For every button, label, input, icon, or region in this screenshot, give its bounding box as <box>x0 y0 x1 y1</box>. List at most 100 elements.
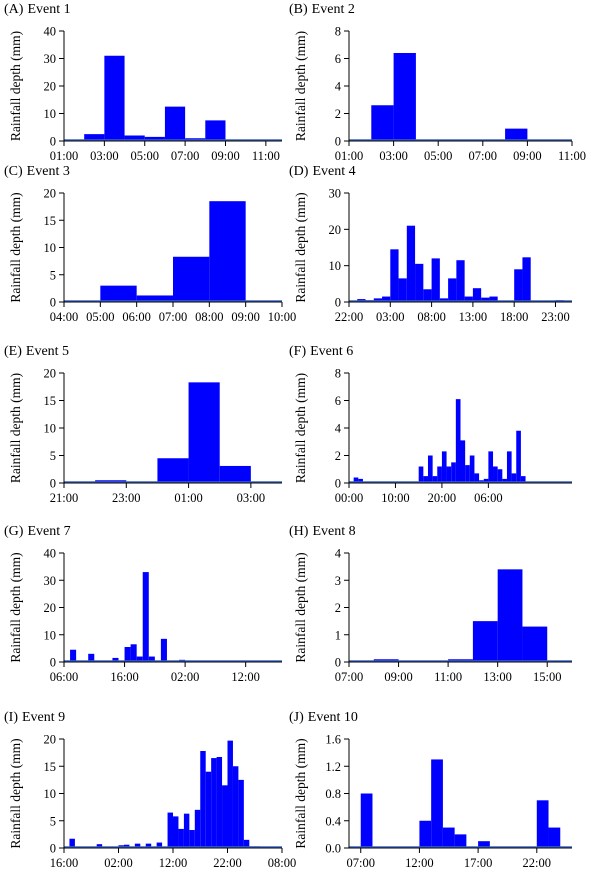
y-axis-label: Rainfall depth (mm) <box>293 738 308 848</box>
bar-1 <box>100 285 137 302</box>
bar-14 <box>194 809 201 848</box>
y-tick-label: 20 <box>44 187 57 201</box>
y-tick-label: 20 <box>44 733 57 747</box>
bar-20 <box>227 740 233 848</box>
bar-4 <box>209 201 246 302</box>
bar-5 <box>454 834 467 849</box>
panel-2: (B) Event 2 Rainfall depth (mm) 0 2 4 6 8 01:00 0… <box>289 2 586 163</box>
panel-title: (G) Event 7 <box>4 524 71 539</box>
bar-1 <box>70 649 77 662</box>
x-tick-label: 01:00 <box>335 149 363 163</box>
y-tick-label: 2 <box>335 107 341 121</box>
bar-7 <box>205 120 226 142</box>
x-tick-label: 07:00 <box>469 149 497 163</box>
bar-13 <box>448 278 457 302</box>
panel-title: (I) Event 9 <box>4 710 65 725</box>
panel-event-name: Event 6 <box>310 344 353 359</box>
x-tick-label: 16:00 <box>110 670 138 684</box>
bar-8 <box>130 644 137 662</box>
bar-6 <box>478 841 490 848</box>
panel-letter: (H) <box>289 524 309 539</box>
y-tick-label: 4 <box>335 80 342 94</box>
bar-12 <box>460 440 466 484</box>
bar-16 <box>472 288 482 302</box>
x-tick-label: 23:00 <box>112 491 140 505</box>
bar-18 <box>489 296 498 302</box>
y-tick-label: 0 <box>335 296 341 310</box>
y-tick-label: 3 <box>335 574 341 588</box>
x-tick-label: 03:00 <box>90 149 118 163</box>
bar-21 <box>514 269 523 302</box>
panel-1: (A) Event 1 Rainfall depth (mm) 0 10 20 30 40 01… <box>4 2 282 163</box>
bar-11 <box>455 399 461 484</box>
bar-6 <box>432 476 438 484</box>
bar-4 <box>423 476 428 484</box>
bar-8 <box>441 451 447 484</box>
y-tick-label: 0 <box>50 477 56 491</box>
y-tick-label: 5 <box>50 268 56 282</box>
bar-7 <box>398 278 407 302</box>
bar-7 <box>536 800 549 848</box>
bar-5 <box>522 626 548 662</box>
y-tick-label: 0 <box>50 656 56 670</box>
panel-event-name: Event 10 <box>308 710 358 725</box>
bar-21 <box>232 766 239 848</box>
x-tick-label: 06:00 <box>474 491 502 505</box>
bar-4 <box>442 827 455 848</box>
panel-event-name: Event 7 <box>27 524 70 539</box>
y-tick-label: 10 <box>44 107 57 121</box>
bar-2 <box>393 53 416 141</box>
y-tick-label: 0 <box>50 296 56 310</box>
bar-17 <box>483 478 489 484</box>
bar-19 <box>222 785 228 848</box>
y-tick-label: 40 <box>44 547 57 561</box>
bar-3 <box>418 466 424 483</box>
x-tick-label: 00:00 <box>335 491 363 505</box>
x-tick-label: 16:00 <box>50 856 78 870</box>
bar-1 <box>353 477 359 483</box>
y-tick-label: 0 <box>335 477 341 491</box>
bar-14 <box>456 260 465 302</box>
bar-18 <box>488 451 494 484</box>
bar-3 <box>157 458 189 483</box>
y-tick-label: 1.6 <box>325 733 341 747</box>
bar-11 <box>431 258 440 302</box>
panel-letter: (E) <box>4 344 22 359</box>
x-tick-label: 07:00 <box>171 149 199 163</box>
y-tick-label: 2 <box>335 449 341 463</box>
x-tick-label: 03:00 <box>379 149 407 163</box>
y-tick-label: 10 <box>44 422 57 436</box>
bar-7 <box>124 647 131 662</box>
y-tick-label: 20 <box>44 367 57 381</box>
y-tick-label: 15 <box>44 394 57 408</box>
x-tick-label: 09:00 <box>211 149 239 163</box>
bar-8 <box>406 225 416 302</box>
bar-6 <box>390 249 399 302</box>
x-tick-label: 11:00 <box>434 670 462 684</box>
y-tick-label: 4 <box>335 547 342 561</box>
y-tick-label: 30 <box>329 187 342 201</box>
bar-22 <box>238 779 244 849</box>
bar-24 <box>516 430 521 483</box>
bar-19 <box>493 466 498 483</box>
y-tick-label: 10 <box>329 259 342 273</box>
x-tick-label: 05:00 <box>130 149 158 163</box>
bar-9 <box>136 656 143 662</box>
panel-event-name: Event 4 <box>312 164 355 179</box>
x-tick-label: 12:00 <box>159 856 187 870</box>
x-tick-label: 06:00 <box>50 670 78 684</box>
y-tick-label: 15 <box>44 760 57 774</box>
x-tick-label: 08:00 <box>417 310 445 324</box>
bar-15 <box>200 750 206 848</box>
bar-9 <box>415 263 424 302</box>
y-tick-label: 10 <box>44 628 57 642</box>
panel-8: (H) Event 8 Rainfall depth (mm) 0 1 2 3 4 07:00 0… <box>289 524 572 684</box>
bar-11 <box>148 656 155 662</box>
x-tick-label: 05:00 <box>86 310 114 324</box>
y-tick-label: 0 <box>335 656 341 670</box>
bar-4 <box>497 569 523 662</box>
y-axis-label: Rainfall depth (mm) <box>8 192 23 302</box>
bar-13 <box>189 830 195 848</box>
x-tick-label: 11:00 <box>558 149 586 163</box>
panel-title: (J) Event 10 <box>289 710 358 725</box>
